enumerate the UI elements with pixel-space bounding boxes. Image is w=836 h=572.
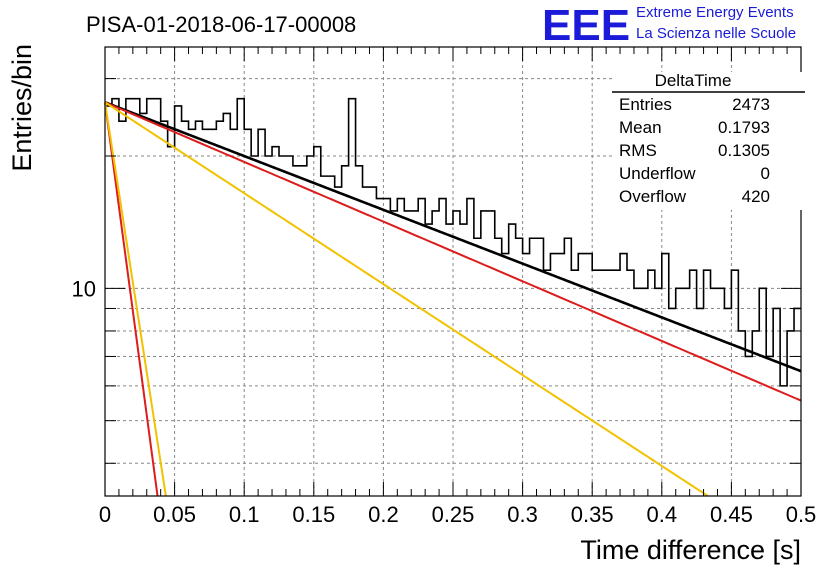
- stats-rows: Entries 2473 Mean 0.1793 RMS 0.1305 Underflow 0…: [619, 95, 770, 206]
- stats-value: 2473: [732, 95, 770, 114]
- stats-title: DeltaTime: [655, 71, 732, 90]
- stats-value: 0.1793: [718, 118, 770, 137]
- stats-label: Overflow: [619, 187, 687, 206]
- x-tick-label: 0.5: [786, 502, 817, 527]
- stats-label: RMS: [619, 141, 657, 160]
- stats-box-bg: [612, 72, 804, 210]
- x-tick-label: 0.25: [432, 502, 475, 527]
- logo-line2: La Scienza nelle Scuole: [636, 25, 796, 42]
- stats-label: Entries: [619, 95, 672, 114]
- logo-line1: Extreme Energy Events: [636, 4, 794, 21]
- stats-label: Underflow: [619, 164, 696, 183]
- histogram-step-line: [105, 97, 801, 387]
- x-tick-label: 0: [99, 502, 111, 527]
- x-tick-labels: 0 0.05 0.1 0.15 0.2 0.25 0.3 0.35 0.4 0.45 0.5: [99, 502, 816, 527]
- eee-logo: EEE Extreme Energy Events La Scienza nel…: [542, 1, 796, 50]
- stats-value: 0: [761, 164, 770, 183]
- x-tick-label: 0.1: [229, 502, 260, 527]
- stats-value: 420: [742, 187, 770, 206]
- x-axis-title: Time difference [s]: [580, 535, 801, 565]
- x-tick-label: 0.05: [153, 502, 196, 527]
- stats-value: 0.1305: [718, 141, 770, 160]
- plot-title: PISA-01-2018-06-17-00008: [86, 12, 356, 37]
- x-tick-label: 0.15: [292, 502, 335, 527]
- x-tick-label: 0.2: [368, 502, 399, 527]
- fit-curve-2: [104, 101, 802, 402]
- y-tick-label: 10: [72, 276, 96, 301]
- fit-curve-1: [104, 101, 802, 373]
- fit-curve-5: [104, 102, 167, 497]
- x-tick-label: 0.35: [571, 502, 614, 527]
- x-tick-label: 0.4: [647, 502, 678, 527]
- stats-label: Mean: [619, 118, 662, 137]
- histogram-bars: [105, 97, 801, 387]
- fit-curves: [104, 101, 802, 497]
- x-tick-label: 0.3: [507, 502, 538, 527]
- fit-curve-4: [104, 102, 159, 497]
- logo-mark: EEE: [542, 1, 630, 50]
- y-tick-labels: 10: [72, 276, 96, 301]
- fit-curve-3: [104, 101, 709, 497]
- axis-ticks: [104, 47, 802, 496]
- y-axis-title: Entries/bin: [7, 44, 37, 172]
- stats-box: DeltaTime Entries 2473 Mean 0.1793 RMS 0.1305…: [612, 71, 805, 210]
- x-tick-label: 0.45: [710, 502, 753, 527]
